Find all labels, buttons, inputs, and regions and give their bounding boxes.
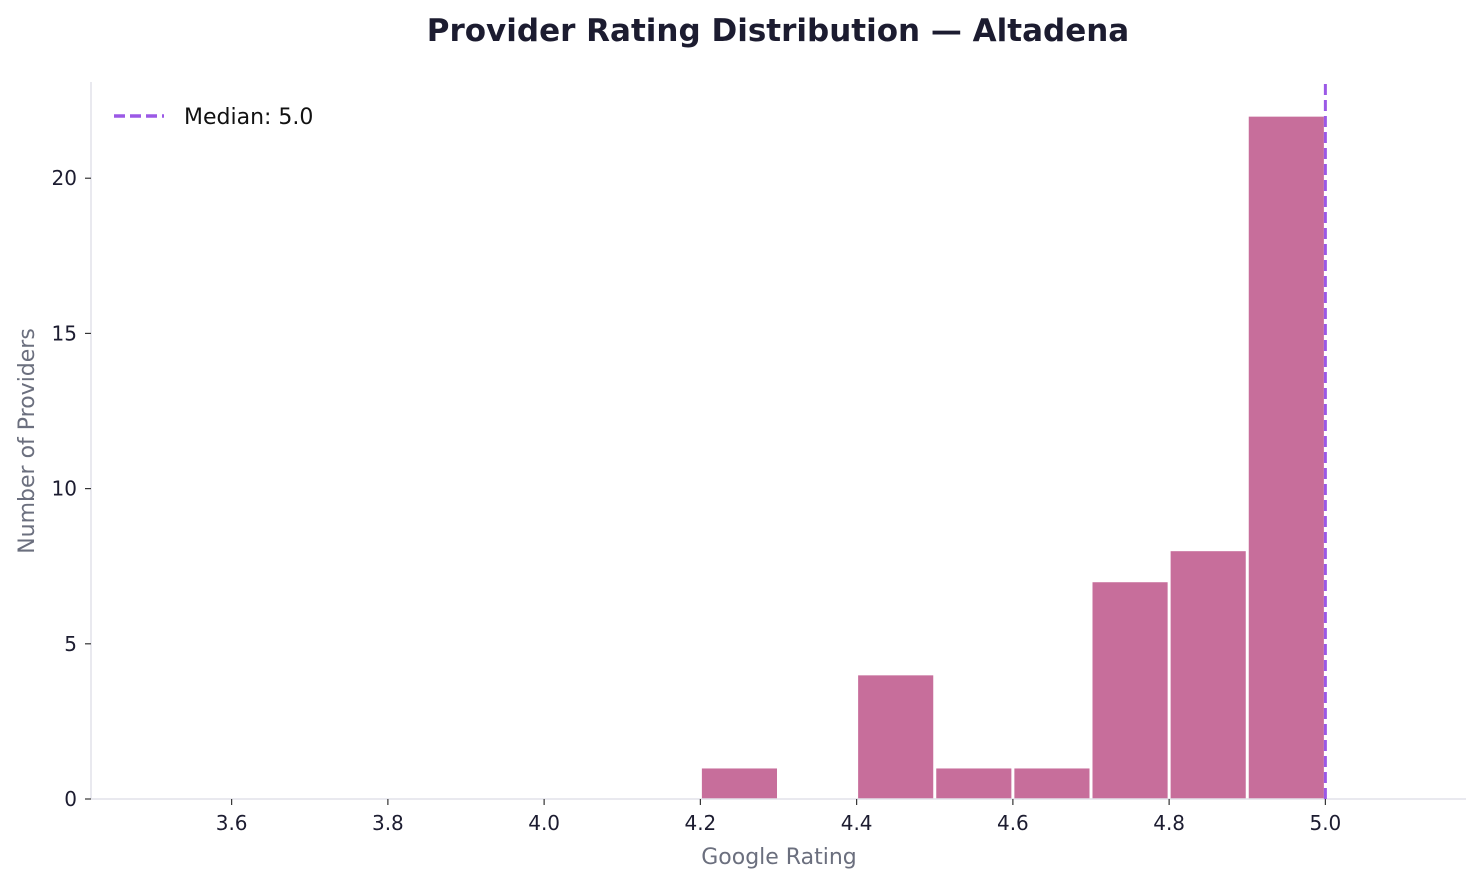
bars-group — [700, 115, 1325, 800]
chart-title: Provider Rating Distribution — Altadena — [427, 13, 1129, 49]
legend-median-label: Median: 5.0 — [184, 105, 313, 130]
histogram-bar — [1013, 767, 1091, 800]
histogram-bar — [1247, 115, 1325, 800]
y-tick-label: 5 — [64, 632, 77, 656]
x-tick-label: 4.2 — [684, 811, 716, 835]
histogram-bar — [1091, 581, 1169, 800]
x-tick-label: 4.6 — [997, 811, 1029, 835]
histogram-bar — [935, 767, 1013, 800]
x-tick-label: 4.0 — [528, 811, 560, 835]
y-tick-label: 20 — [52, 166, 77, 190]
x-tick-label: 5.0 — [1309, 811, 1341, 835]
y-tick-label: 0 — [64, 787, 77, 811]
x-ticks: 3.6 3.8 4.0 4.2 4.4 4.6 4.8 5.0 — [216, 799, 1341, 835]
y-tick-label: 15 — [52, 321, 77, 345]
x-tick-label: 3.8 — [372, 811, 404, 835]
y-axis-label: Number of Providers — [15, 328, 40, 554]
legend: Median: 5.0 — [114, 105, 313, 130]
x-tick-label: 4.8 — [1153, 811, 1185, 835]
histogram-bar — [1169, 550, 1247, 800]
histogram-bar — [857, 674, 935, 800]
y-tick-label: 10 — [52, 477, 77, 501]
x-axis-label: Google Rating — [701, 845, 857, 870]
y-ticks: 0 5 10 15 20 — [52, 166, 91, 811]
x-tick-label: 4.4 — [841, 811, 873, 835]
histogram-bar — [700, 767, 778, 800]
x-tick-label: 3.6 — [216, 811, 248, 835]
